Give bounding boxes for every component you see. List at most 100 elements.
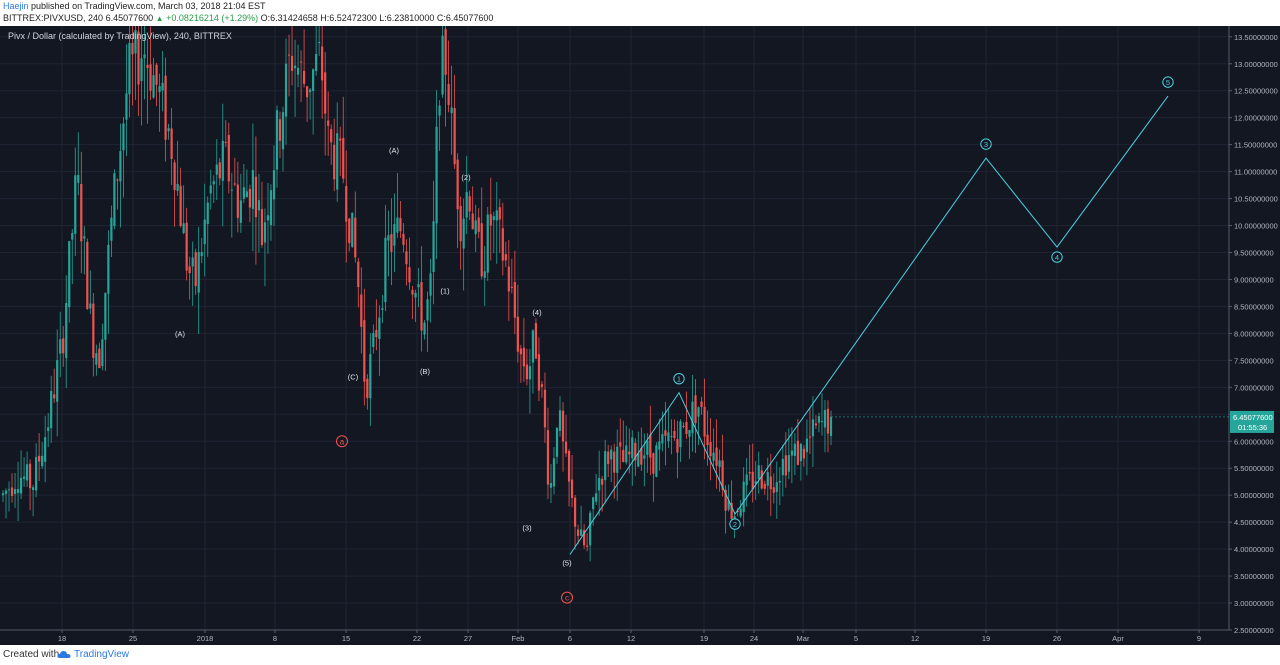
candle-body xyxy=(293,65,297,69)
candle-body xyxy=(558,410,562,431)
candle-body xyxy=(89,303,92,309)
candle-body xyxy=(53,394,56,399)
candle-body xyxy=(637,452,640,467)
candle-body xyxy=(483,271,486,278)
candle-body xyxy=(203,219,206,245)
candle-body xyxy=(396,217,399,233)
x-tick-label: 25 xyxy=(129,634,137,643)
candle-body xyxy=(312,69,315,91)
tradingview-logo[interactable]: TradingView xyxy=(57,645,129,665)
candle-body xyxy=(381,308,384,310)
candle-body xyxy=(77,174,80,183)
candle-body xyxy=(703,406,706,437)
wave-label: (4) xyxy=(532,308,542,317)
candle-body xyxy=(272,170,276,200)
candle-body xyxy=(742,481,745,513)
candle-body xyxy=(185,222,188,271)
x-tick-label: 22 xyxy=(413,634,421,643)
candle-body xyxy=(16,488,20,493)
symbol-info: BITTREX:PIVXUSD, 240 6.45077600 ▲ +0.082… xyxy=(0,12,1280,25)
candle-body xyxy=(275,110,279,170)
candle-body xyxy=(161,82,164,91)
candle-body xyxy=(667,432,670,442)
candle-body xyxy=(236,184,239,218)
candle-body xyxy=(504,254,507,261)
x-tick-label: Feb xyxy=(512,634,525,643)
candle-body xyxy=(610,449,613,460)
y-tick-label: 5.00000000 xyxy=(1234,491,1274,500)
candle-body xyxy=(227,134,230,182)
candle-body xyxy=(378,317,381,339)
candle-body xyxy=(10,487,14,497)
candle-body xyxy=(182,223,185,233)
wave-label: (B) xyxy=(420,367,431,376)
candle-body xyxy=(625,445,628,463)
candle-body xyxy=(113,173,116,226)
candle-body xyxy=(465,192,468,218)
candle-body xyxy=(781,458,784,476)
author-link[interactable]: Haejin xyxy=(3,1,29,11)
candle-body xyxy=(363,320,366,382)
candle-body xyxy=(628,451,631,455)
y-tick-label: 6.00000000 xyxy=(1234,437,1274,446)
y-tick-label: 11.00000000 xyxy=(1234,168,1277,177)
y-tick-label: 12.50000000 xyxy=(1234,87,1278,96)
candle-body xyxy=(592,497,595,510)
candle-body xyxy=(44,437,47,462)
candle-body xyxy=(28,463,32,489)
candle-body xyxy=(622,449,625,462)
chart-title: Pivx / Dollar (calculated by TradingView… xyxy=(8,31,232,41)
y-tick-label: 12.00000000 xyxy=(1234,114,1278,123)
wave-marker-label: 4 xyxy=(1055,253,1059,262)
candle-body xyxy=(41,455,44,467)
wave-marker-circle xyxy=(980,138,992,150)
candle-body xyxy=(369,354,372,399)
countdown-label: 01:55:36 xyxy=(1238,423,1267,432)
candle-body xyxy=(22,476,26,479)
candle-body xyxy=(426,299,429,321)
candle-body xyxy=(450,107,453,114)
candle-body xyxy=(215,164,218,175)
candle-body xyxy=(685,421,688,435)
candle-body xyxy=(745,474,748,486)
symbol-text: BITTREX:PIVXUSD, 240 xyxy=(3,13,104,23)
wave-circle-red xyxy=(561,591,573,604)
wave-marker-label: 3 xyxy=(984,140,988,149)
candle-body xyxy=(260,209,264,245)
candle-body xyxy=(266,215,270,221)
candle-body xyxy=(640,447,643,465)
candle-body xyxy=(25,464,29,481)
candle-body xyxy=(823,409,827,428)
candle-body xyxy=(802,448,806,459)
candle-body xyxy=(290,55,294,71)
candle-body xyxy=(649,434,652,458)
candle-body xyxy=(393,224,396,246)
candle-body xyxy=(420,282,423,331)
candle-body xyxy=(134,30,137,54)
candle-body xyxy=(709,442,712,457)
candle-body xyxy=(233,183,236,185)
candle-body xyxy=(13,489,17,494)
candle-body xyxy=(375,330,378,338)
candle-body xyxy=(248,188,251,208)
cloud-icon xyxy=(57,650,71,658)
wave-marker-circle xyxy=(1051,251,1063,263)
candle-body xyxy=(736,510,739,513)
candle-body xyxy=(7,489,11,491)
candle-body xyxy=(278,119,282,141)
last-price-label: 6.45077600 xyxy=(1233,413,1273,422)
candle-body xyxy=(829,416,833,437)
wave-marker-label: 5 xyxy=(1166,78,1170,87)
x-tick-label: Apr xyxy=(1112,634,1124,643)
candle-body xyxy=(107,244,110,294)
candle-body xyxy=(498,207,501,220)
candle-body xyxy=(179,185,182,227)
candle-body xyxy=(167,128,170,132)
x-tick-label: 12 xyxy=(627,634,635,643)
candle-body xyxy=(333,144,336,180)
candle-body xyxy=(137,31,140,85)
candle-body xyxy=(71,232,74,240)
y-tick-label: 4.50000000 xyxy=(1234,518,1274,527)
